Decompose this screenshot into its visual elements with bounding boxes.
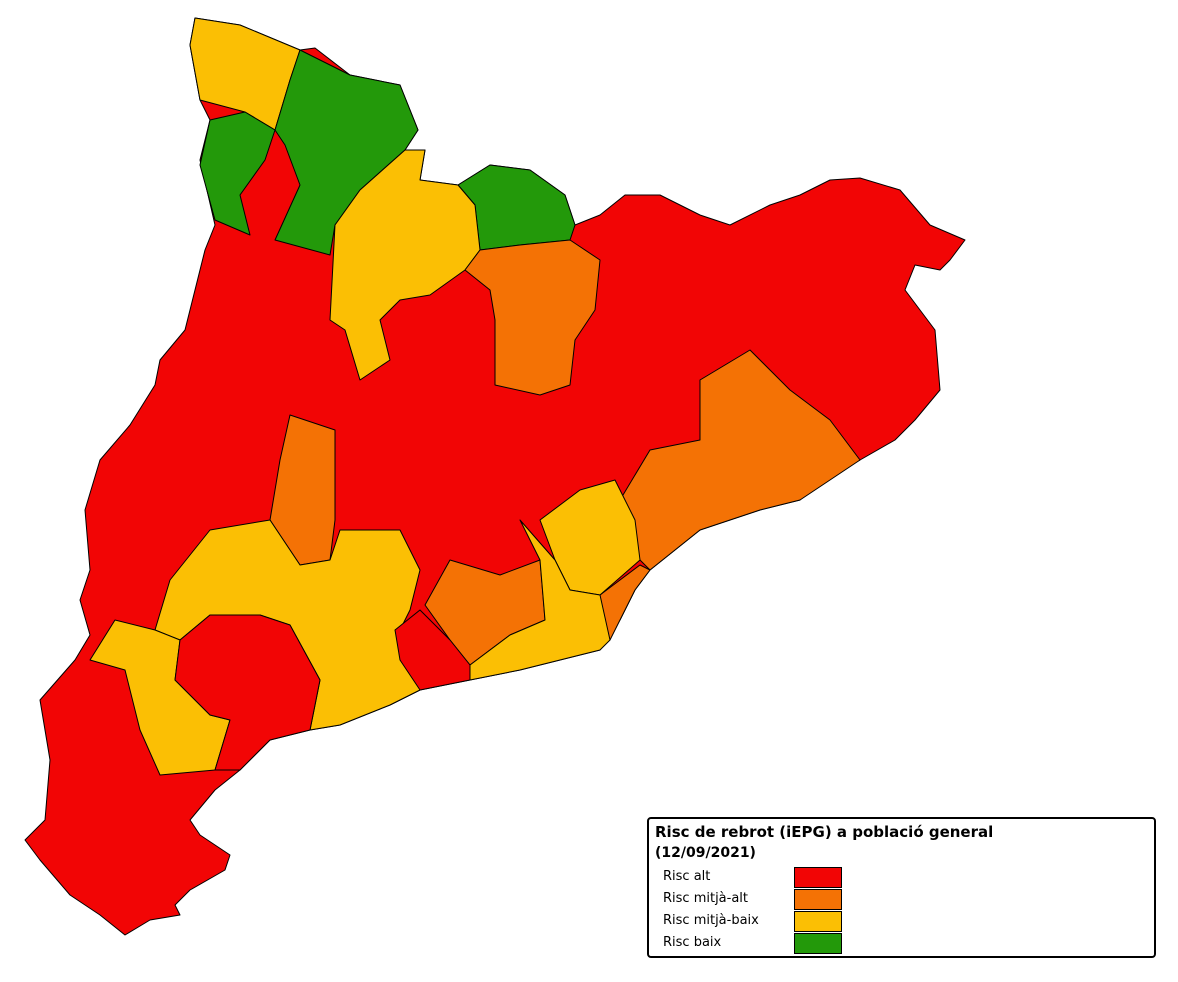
region (274, 49, 419, 256)
legend-label: Risc baix (663, 935, 722, 950)
region (174, 614, 321, 771)
region (619, 349, 861, 571)
legend-swatch (794, 889, 842, 910)
legend-label: Risc mitjà-alt (663, 891, 749, 906)
legend-label: Risc alt (663, 869, 711, 884)
region (464, 239, 601, 396)
legend-subtitle: (12/09/2021) (655, 845, 756, 861)
legend-swatch (794, 867, 842, 888)
legend-title: Risc de rebrot (iEPG) a població general (655, 823, 994, 841)
legend: Risc de rebrot (iEPG) a població general… (647, 817, 1156, 958)
region (394, 609, 471, 691)
legend-swatch (794, 911, 842, 932)
region (199, 111, 276, 236)
legend-label: Risc mitjà-baix (663, 913, 759, 928)
region (329, 149, 481, 381)
legend-swatch (794, 933, 842, 954)
region (469, 519, 611, 681)
